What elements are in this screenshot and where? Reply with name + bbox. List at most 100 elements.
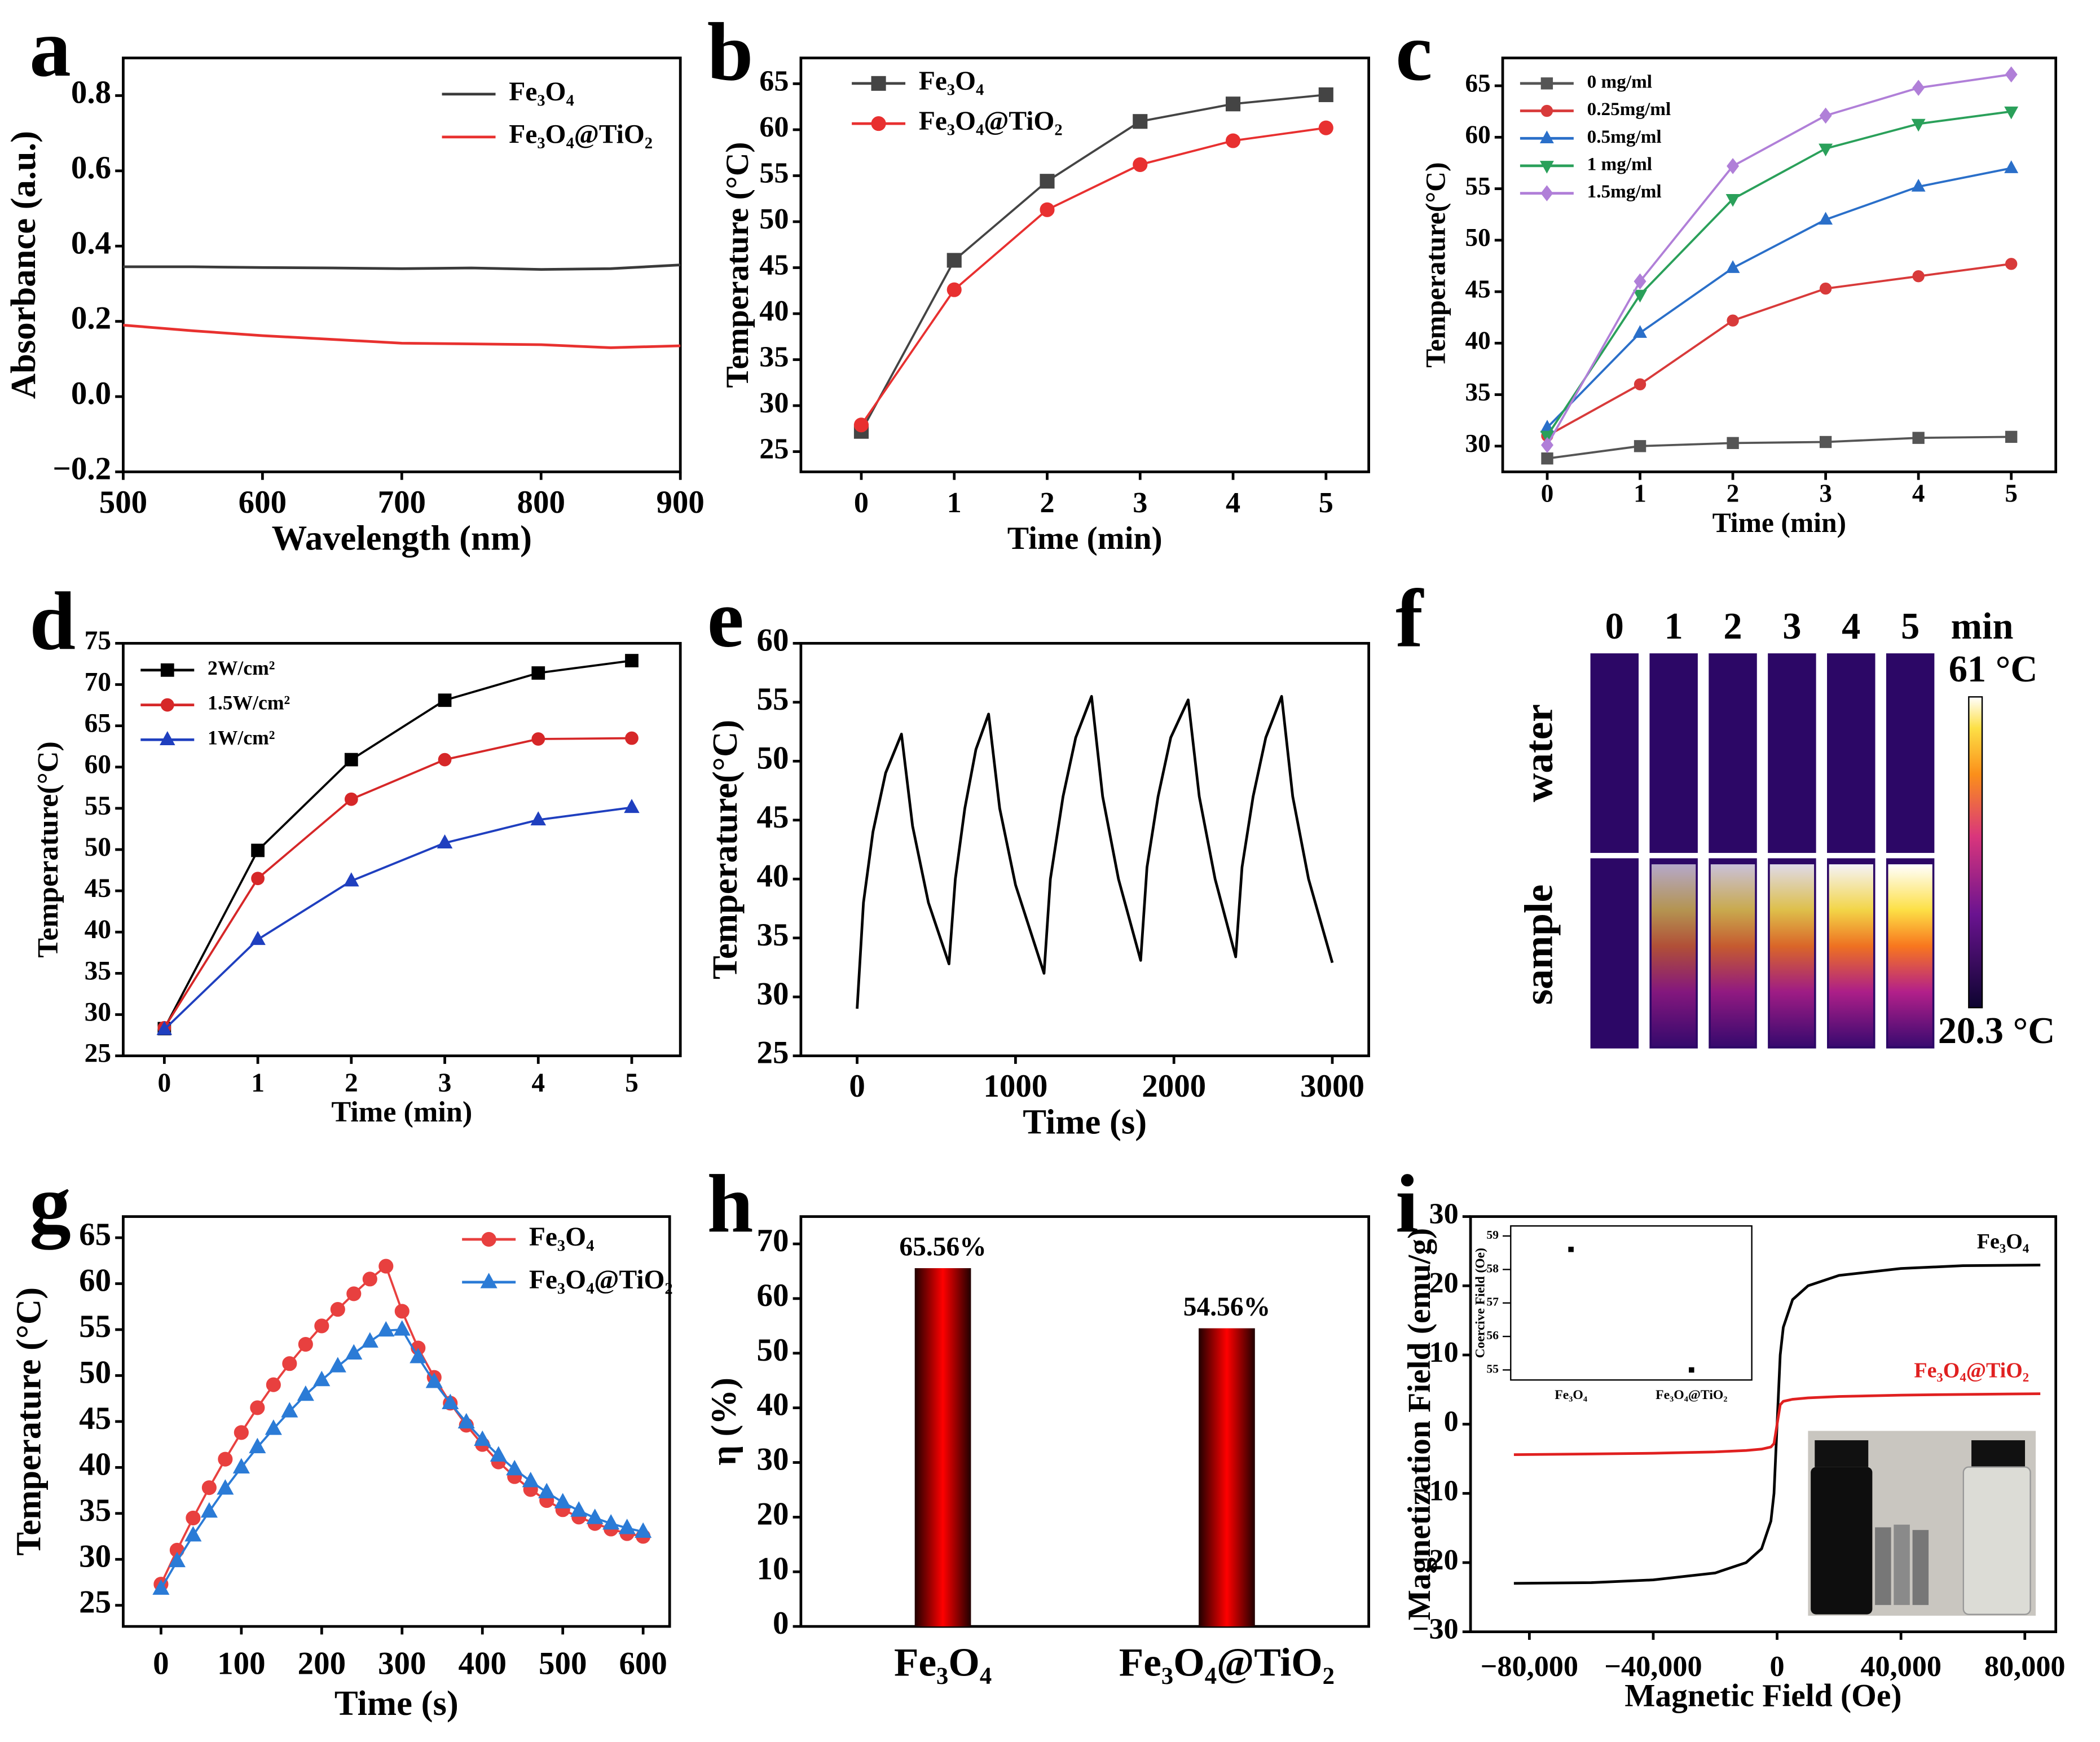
marker [1634,440,1646,452]
marker [314,1318,329,1334]
marker [1568,1247,1574,1252]
y-tick-label: 30 [1465,429,1491,458]
series-line [163,659,632,1030]
y-tick-label: 30 [85,997,111,1027]
marker [2004,106,2019,120]
plot-frame [799,56,1370,473]
y-tick-label: 65 [79,1217,111,1252]
marker [531,732,545,746]
x-tick-label: 5 [2005,480,2018,508]
marker [201,1480,217,1495]
thermal-tile [1885,652,1936,855]
bar [914,1268,971,1627]
row-label: water [1517,704,1561,802]
marker [506,1459,523,1476]
series-label: Fe₃O₄@TiO₂ [1914,1358,2029,1382]
marker [1133,157,1148,172]
x-tick-label: 700 [378,485,426,520]
marker [344,872,359,887]
x-tick-label: 3000 [1300,1068,1364,1104]
panel-label: f [1395,573,1424,665]
y-tick-label: 30 [757,976,789,1011]
thermal-tile [1825,652,1877,855]
marker [1725,194,1740,207]
y-tick-label: 50 [85,833,111,862]
time-label: 0 [1605,606,1624,647]
y-tick-label: 20 [757,1496,789,1532]
marker [184,1526,202,1542]
thermal-tile [1707,652,1759,855]
time-label: 2 [1723,606,1742,647]
x-tick-label: 1 [251,1068,265,1098]
marker [251,843,265,857]
marker [1819,212,1833,225]
marker [624,799,640,813]
colorbar [1968,696,1983,1009]
y-tick-label: −0.2 [52,451,111,487]
legend-marker [1540,185,1553,201]
y-axis-label: Magnetization Field (emu/g) [1402,1228,1437,1621]
y-tick-label: 25 [757,1035,789,1071]
thermal-tile [1589,652,1640,855]
marker [457,1413,475,1429]
marker [346,1286,362,1301]
x-tick-label: 40,000 [1860,1650,1941,1683]
series-line [856,695,1334,1009]
marker [554,1493,571,1508]
y-tick-label: 55 [759,156,789,189]
marker [344,792,358,806]
y-tick-label: 75 [85,626,111,656]
marker [530,811,547,826]
y-tick-label: 60 [79,1263,111,1299]
y-tick-label: 25 [79,1585,111,1620]
marker [2005,430,2018,443]
x-tick-label: 0 [1769,1650,1784,1683]
x-tick-label: 5 [625,1068,639,1098]
marker [2005,66,2018,83]
x-tick-label: 0 [849,1068,865,1104]
x-tick-label: 5 [1319,486,1333,519]
panel-label: a [29,2,71,94]
plot-frame [799,641,1370,1058]
x-tick-label: 4 [531,1068,545,1098]
x-tick-label: 1 [947,486,962,519]
y-tick-label: 50 [79,1354,111,1390]
time-label: 1 [1665,606,1683,647]
y-tick-label: 35 [85,956,111,986]
marker [186,1510,201,1525]
y-tick-label: 70 [85,667,111,697]
thermal-hot [1769,864,1815,1047]
y-tick-label: 55 [757,681,789,717]
y-tick-label: 40 [757,1387,789,1423]
marker [946,282,962,297]
legend-marker [481,1231,496,1247]
x-tick-label: 500 [539,1646,587,1681]
marker [1540,430,1555,444]
marker [1541,452,1553,465]
x-axis-label: Wavelength (nm) [272,518,532,557]
marker [1541,437,1554,454]
x-tick-label: 3 [1133,486,1147,519]
marker [946,253,962,268]
legend-label: 1.5mg/ml [1587,181,1662,202]
marker [474,1430,491,1446]
marker [330,1302,345,1317]
x-tick-label: 900 [656,485,704,520]
y-axis-label: η (%) [704,1378,743,1466]
legend-marker [1540,77,1553,90]
y-tick-label: 40 [759,294,789,327]
marker [410,1348,427,1363]
marker [345,1344,363,1360]
y-tick-label: 25 [85,1039,111,1068]
x-tick-label: 4 [1226,486,1240,519]
marker [1634,273,1646,290]
marker [1133,114,1148,129]
time-label: 3 [1782,606,1801,647]
y-tick-label: 40 [757,858,789,894]
y-tick-label: 56 [1487,1329,1499,1342]
y-axis-label: Temperature (°C) [720,142,755,388]
marker [490,1446,507,1462]
row-label: sample [1517,885,1561,1005]
colorbar-max: 61 °C [1949,649,2038,690]
panel-label: g [29,1158,71,1250]
